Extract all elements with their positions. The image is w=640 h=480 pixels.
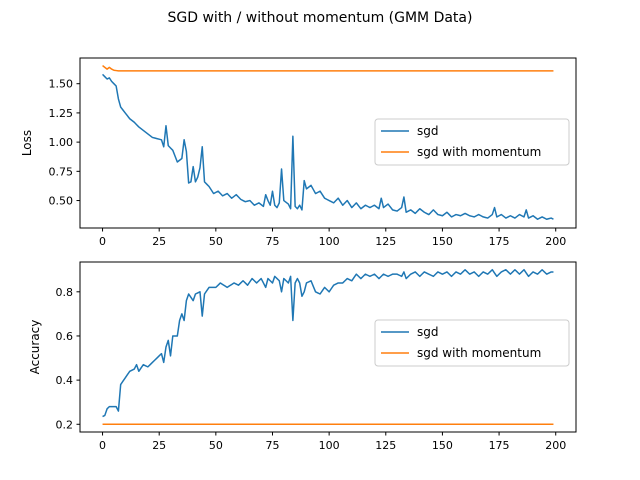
loss-x-tick-label: 50 <box>209 235 223 248</box>
accuracy-x-tick-label: 25 <box>152 439 166 452</box>
accuracy-series-sgd-line <box>102 268 554 418</box>
accuracy-legend-box <box>374 319 570 367</box>
loss-x-tick-label: 175 <box>489 235 510 248</box>
loss-x-tick-label: 75 <box>265 235 279 248</box>
loss-series-sgd-with-momentum-line <box>102 64 554 72</box>
accuracy-x-tick-label: 200 <box>545 439 566 452</box>
accuracy-legend-label: sgd with momentum <box>417 346 541 360</box>
accuracy-legend-label: sgd <box>417 325 439 339</box>
loss-y-tick-label: 1.00 <box>49 136 74 149</box>
accuracy-x-tick-label: 75 <box>265 439 279 452</box>
loss-series-group <box>102 64 554 220</box>
loss-x-tick-label: 150 <box>432 235 453 248</box>
loss-legend: sgd sgd with momentum <box>374 118 570 166</box>
accuracy-y-tick-label: 0.4 <box>56 374 74 387</box>
loss-x-tick-label: 100 <box>319 235 340 248</box>
loss-series-sgd-line <box>102 73 554 220</box>
loss-legend-label: sgd with momentum <box>417 145 541 159</box>
accuracy-y-tick-label: 0.8 <box>56 286 74 299</box>
loss-y-tick-label: 1.50 <box>49 78 74 91</box>
accuracy-x-tick-label: 100 <box>319 439 340 452</box>
accuracy-legend: sgd sgd with momentum <box>374 319 570 367</box>
loss-x-tick-label: 25 <box>152 235 166 248</box>
loss-y-axis-label: Loss <box>20 130 34 156</box>
accuracy-axes-frame <box>79 261 577 433</box>
loss-y-tick-label: 0.75 <box>49 165 74 178</box>
loss-y-tick-label: 0.50 <box>49 195 74 208</box>
loss-x-tick-label: 125 <box>375 235 396 248</box>
loss-x-tick-label: 0 <box>99 235 106 248</box>
loss-x-tick-label: 200 <box>545 235 566 248</box>
accuracy-x-tick-label: 125 <box>375 439 396 452</box>
accuracy-x-tick-label: 150 <box>432 439 453 452</box>
loss-y-tick-label: 1.25 <box>49 107 74 120</box>
figure-title: SGD with / without momentum (GMM Data) <box>168 10 473 26</box>
accuracy-x-tick-label: 0 <box>99 439 106 452</box>
loss-axes-frame <box>79 57 577 229</box>
accuracy-series-group <box>102 268 554 426</box>
accuracy-chart: 0 25 50 75 100 125 150 175 200 0.2 0.4 0.6 0.8 Accura… <box>28 261 577 452</box>
accuracy-y-tick-label: 0.2 <box>56 418 74 431</box>
loss-legend-label: sgd <box>417 124 439 138</box>
accuracy-x-tick-label: 175 <box>489 439 510 452</box>
accuracy-y-axis-label: Accuracy <box>28 320 42 375</box>
accuracy-y-tick-label: 0.6 <box>56 330 74 343</box>
loss-chart: 0 25 50 75 100 125 150 175 200 0.50 0.75 1.00 1.25 1.… <box>20 57 577 248</box>
accuracy-x-tick-label: 50 <box>209 439 223 452</box>
loss-legend-box <box>374 118 570 166</box>
